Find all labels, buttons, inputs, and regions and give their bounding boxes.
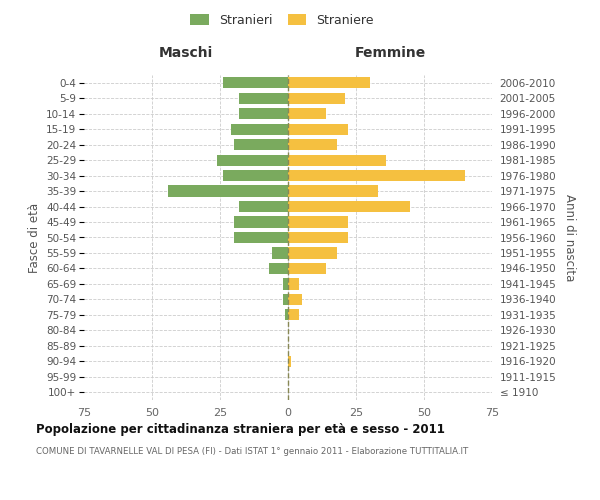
Bar	[285, 310, 288, 320]
Bar	[288, 154, 386, 166]
Bar	[272, 248, 288, 258]
Bar	[288, 310, 299, 320]
Bar	[233, 139, 288, 150]
Text: Maschi: Maschi	[159, 46, 213, 60]
Text: Popolazione per cittadinanza straniera per età e sesso - 2011: Popolazione per cittadinanza straniera p…	[36, 422, 445, 436]
Text: COMUNE DI TAVARNELLE VAL DI PESA (FI) - Dati ISTAT 1° gennaio 2011 - Elaborazion: COMUNE DI TAVARNELLE VAL DI PESA (FI) - …	[36, 448, 468, 456]
Bar	[233, 232, 288, 243]
Bar	[288, 356, 291, 367]
Bar	[269, 263, 288, 274]
Bar	[288, 232, 348, 243]
Bar	[288, 294, 302, 305]
Bar	[288, 216, 348, 228]
Bar	[217, 154, 288, 166]
Bar	[288, 92, 345, 104]
Bar	[223, 77, 288, 88]
Bar	[233, 216, 288, 228]
Bar	[223, 170, 288, 181]
Bar	[283, 278, 288, 289]
Bar	[283, 294, 288, 305]
Text: Femmine: Femmine	[355, 46, 425, 60]
Bar	[288, 77, 370, 88]
Y-axis label: Fasce di età: Fasce di età	[28, 202, 41, 272]
Bar	[288, 139, 337, 150]
Bar	[239, 201, 288, 212]
Legend: Stranieri, Straniere: Stranieri, Straniere	[185, 8, 379, 32]
Bar	[288, 108, 326, 120]
Bar	[288, 186, 378, 196]
Bar	[288, 263, 326, 274]
Bar	[288, 124, 348, 134]
Bar	[169, 186, 288, 196]
Bar	[231, 124, 288, 134]
Y-axis label: Anni di nascita: Anni di nascita	[563, 194, 576, 281]
Bar	[288, 248, 337, 258]
Bar	[239, 108, 288, 120]
Bar	[288, 201, 410, 212]
Bar	[288, 170, 465, 181]
Bar	[288, 278, 299, 289]
Bar	[239, 92, 288, 104]
